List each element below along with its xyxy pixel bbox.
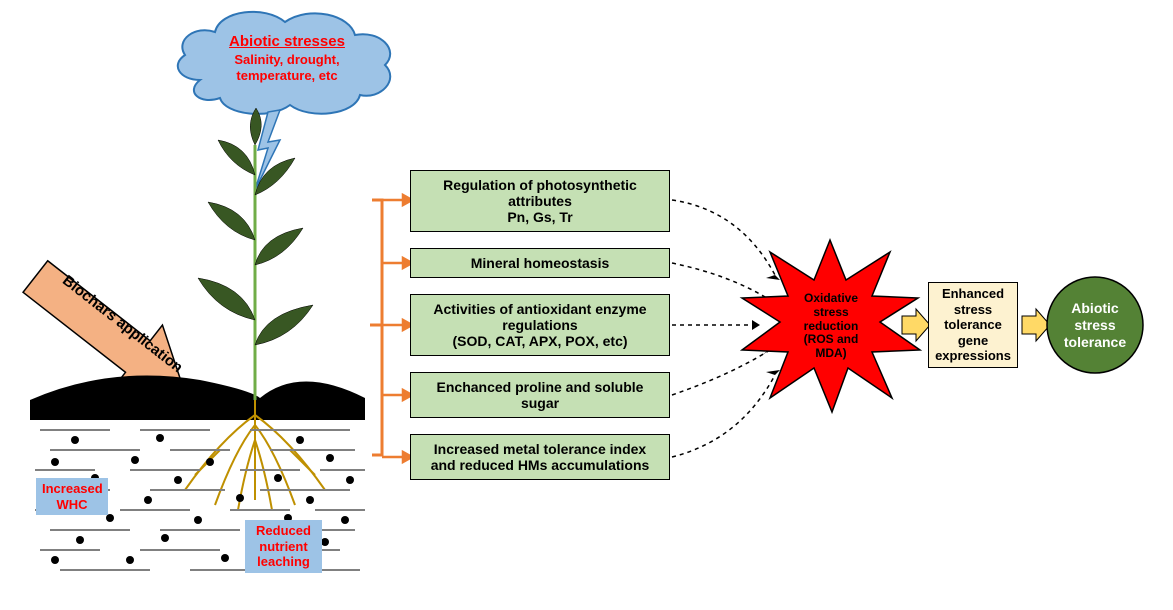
mech-text: and reduced HMs accumulations (431, 457, 650, 473)
mechanism-antioxidant: Activities of antioxidant enzyme regulat… (410, 294, 670, 356)
whc-label: Increased WHC (36, 478, 108, 515)
mech-text: Regulation of photosynthetic (443, 177, 637, 193)
gene-line: stress (954, 302, 992, 318)
mechanism-mineral: Mineral homeostasis (410, 248, 670, 278)
mech-text: (SOD, CAT, APX, POX, etc) (452, 333, 627, 349)
gene-line: expressions (935, 348, 1011, 364)
dashed-arrows (672, 200, 775, 457)
yellow-arrow-1 (902, 309, 930, 341)
leaching-label: Reduced nutrient leaching (245, 520, 322, 573)
mechanism-proline: Enchanced proline and soluble sugar (410, 372, 670, 418)
mech-text: attributes (508, 193, 572, 209)
cloud-subtitle: Salinity, drought, temperature, etc (202, 52, 372, 83)
gene-line: gene (958, 333, 988, 349)
star-line: (ROS and (795, 333, 867, 347)
mech-text: Pn, Gs, Tr (507, 209, 572, 225)
cloud-text: Abiotic stresses Salinity, drought, temp… (202, 33, 372, 83)
star-line: Oxidative (795, 292, 867, 306)
soil-surface (30, 376, 365, 421)
mech-text: Activities of antioxidant enzyme (433, 301, 646, 317)
star-line: MDA) (795, 347, 867, 361)
mech-text: sugar (521, 395, 559, 411)
orange-arrows (382, 195, 412, 462)
final-line: Abiotic (1057, 300, 1133, 317)
gene-line: tolerance (944, 317, 1002, 333)
orange-bracket (370, 200, 382, 455)
starburst-text: Oxidative stress reduction (ROS and MDA) (795, 292, 867, 361)
mech-text: regulations (502, 317, 577, 333)
mechanism-metal: Increased metal tolerance index and redu… (410, 434, 670, 480)
mech-text: Enchanced proline and soluble (437, 379, 644, 395)
gene-line: Enhanced (942, 286, 1004, 302)
cloud-title: Abiotic stresses (202, 33, 372, 50)
yellow-arrow-2 (1022, 309, 1050, 341)
gene-expression-box: Enhanced stress tolerance gene expressio… (928, 282, 1018, 368)
final-circle-text: Abiotic stress tolerance (1057, 300, 1133, 350)
star-line: stress (795, 306, 867, 320)
mech-text: Mineral homeostasis (471, 255, 610, 271)
final-line: tolerance (1057, 334, 1133, 351)
final-line: stress (1057, 317, 1133, 334)
mechanism-photosynthetic: Regulation of photosynthetic attributes … (410, 170, 670, 232)
mech-text: Increased metal tolerance index (434, 441, 646, 457)
star-line: reduction (795, 320, 867, 334)
